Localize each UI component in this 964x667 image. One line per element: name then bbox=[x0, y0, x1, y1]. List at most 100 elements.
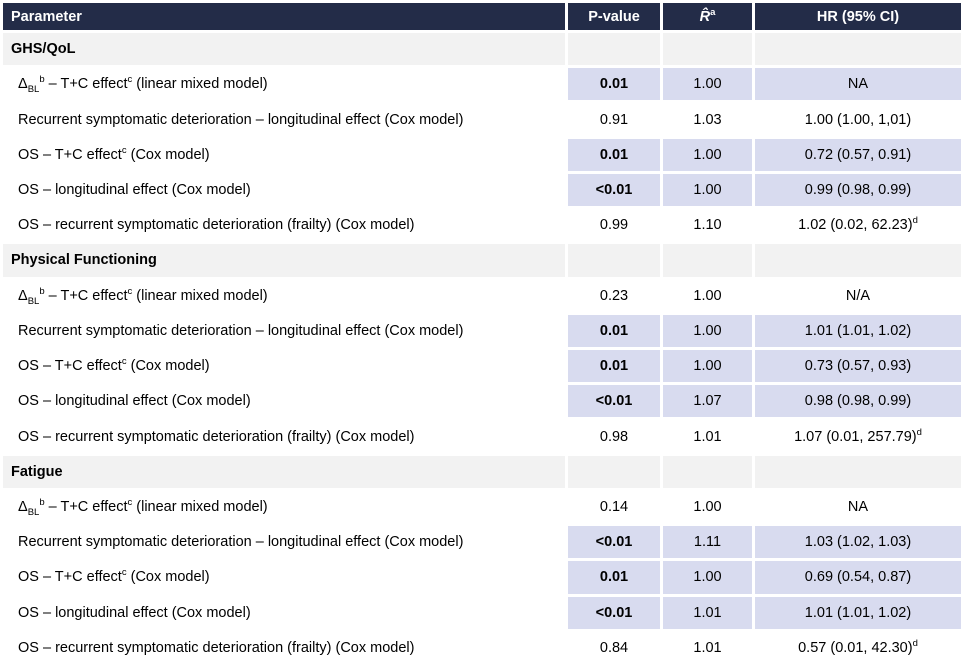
text-segment: NA bbox=[847, 76, 869, 93]
text-segment: BL bbox=[27, 506, 40, 518]
table-row: ΔBLb – T+C effectc (linear mixed model) 0… bbox=[3, 490, 961, 524]
text-segment: c bbox=[127, 74, 133, 86]
text-segment: d bbox=[912, 638, 918, 650]
parameter-cell: OS – recurrent symptomatic deterioration… bbox=[3, 209, 565, 242]
parameter-cell: OS – longitudinal effect (Cox model) bbox=[3, 596, 565, 629]
p-value-cell: 0.01 bbox=[568, 349, 660, 383]
table-row: OS – recurrent symptomatic deterioration… bbox=[3, 209, 961, 242]
p-value-cell: 0.84 bbox=[568, 631, 660, 664]
text-segment: 1.01 (1.01, 1.02) bbox=[804, 322, 912, 339]
text-segment: 0.99 (0.98, 0.99) bbox=[804, 181, 912, 198]
text-segment: Δ bbox=[18, 287, 28, 304]
table-row: ΔBLb – T+C effectc (linear mixed model) 0… bbox=[3, 279, 961, 312]
rhat-cell: 1.00 bbox=[663, 561, 752, 594]
text-segment: 1.03 (1.02, 1.03) bbox=[804, 534, 912, 551]
parameter-cell: ΔBLb – T+C effectc (linear mixed model) bbox=[3, 279, 565, 312]
parameter-cell: OS – T+C effectc (Cox model) bbox=[3, 349, 565, 383]
parameter-cell: OS – T+C effectc (Cox model) bbox=[3, 138, 565, 171]
text-segment: (linear mixed model) bbox=[132, 76, 268, 93]
p-value-cell: 0.99 bbox=[568, 209, 660, 242]
text-segment: Parameter bbox=[11, 8, 82, 25]
section-empty-cell bbox=[755, 244, 961, 277]
rhat-cell: 1.01 bbox=[663, 596, 752, 629]
text-segment: c bbox=[121, 356, 127, 368]
text-segment: Δ bbox=[18, 76, 28, 93]
table-row: OS – longitudinal effect (Cox model) <0.0… bbox=[3, 385, 961, 418]
col-rhat: R̂a bbox=[663, 3, 752, 30]
rhat-cell: 1.00 bbox=[663, 349, 752, 383]
table-row: Recurrent symptomatic deterioration – lo… bbox=[3, 526, 961, 559]
section-header-row: Fatigue bbox=[3, 455, 961, 488]
section-empty-cell bbox=[663, 455, 752, 488]
text-segment: OS – recurrent symptomatic deterioration… bbox=[18, 428, 415, 445]
text-segment: R̂ bbox=[699, 8, 711, 25]
section-empty-cell bbox=[568, 33, 660, 66]
text-segment: c bbox=[127, 497, 133, 509]
hr-ci-cell: 0.57 (0.01, 42.30)d bbox=[755, 631, 961, 664]
hr-ci-cell: N/A bbox=[755, 279, 961, 312]
text-segment: BL bbox=[27, 84, 40, 96]
text-segment: (Cox model) bbox=[126, 569, 210, 586]
text-segment: c bbox=[127, 285, 133, 297]
p-value-cell: 0.14 bbox=[568, 490, 660, 524]
text-segment: 0.98 (0.98, 0.99) bbox=[804, 393, 912, 410]
text-segment: OS – recurrent symptomatic deterioration… bbox=[18, 217, 415, 234]
text-segment: c bbox=[121, 567, 127, 579]
text-segment: Recurrent symptomatic deterioration – lo… bbox=[18, 534, 464, 551]
hr-ci-cell: 0.99 (0.98, 0.99) bbox=[755, 173, 961, 207]
text-segment: 1.01 (1.01, 1.02) bbox=[804, 604, 912, 621]
header-row: Parameter P-value R̂a HR (95% CI) bbox=[3, 3, 961, 30]
hr-ci-cell: 1.00 (1.00, 1,01) bbox=[755, 103, 961, 136]
text-segment: (Cox model) bbox=[126, 146, 210, 163]
text-segment: OS – longitudinal effect (Cox model) bbox=[18, 393, 251, 410]
text-segment: c bbox=[121, 144, 127, 156]
parameter-cell: Recurrent symptomatic deterioration – lo… bbox=[3, 526, 565, 559]
parameter-cell: Recurrent symptomatic deterioration – lo… bbox=[3, 103, 565, 136]
hr-ci-cell: 1.03 (1.02, 1.03) bbox=[755, 526, 961, 559]
text-segment: 0.73 (0.57, 0.93) bbox=[804, 358, 912, 375]
text-segment: b bbox=[39, 285, 45, 297]
text-segment: 1.07 (0.01, 257.79) bbox=[794, 428, 917, 445]
text-segment: b bbox=[39, 74, 45, 86]
p-value-cell: <0.01 bbox=[568, 173, 660, 207]
text-segment: N/A bbox=[845, 287, 871, 304]
parameter-cell: OS – longitudinal effect (Cox model) bbox=[3, 173, 565, 207]
text-segment: 1.00 (1.00, 1,01) bbox=[804, 111, 912, 128]
text-segment: Recurrent symptomatic deterioration – lo… bbox=[18, 111, 464, 128]
text-segment: 0.72 (0.57, 0.91) bbox=[804, 146, 912, 163]
table-row: OS – longitudinal effect (Cox model) <0.0… bbox=[3, 173, 961, 207]
p-value-cell: 0.01 bbox=[568, 314, 660, 347]
rhat-cell: 1.00 bbox=[663, 138, 752, 171]
table-body: GHS/QoL ΔBLb – T+C effectc (linear mixed … bbox=[3, 33, 961, 664]
text-segment: 1.02 (0.02, 62.23) bbox=[798, 217, 913, 234]
rhat-cell: 1.00 bbox=[663, 279, 752, 312]
hr-ci-cell: 1.02 (0.02, 62.23)d bbox=[755, 209, 961, 242]
section-empty-cell bbox=[663, 33, 752, 66]
table-row: OS – longitudinal effect (Cox model) <0.0… bbox=[3, 596, 961, 629]
table-row: Recurrent symptomatic deterioration – lo… bbox=[3, 103, 961, 136]
hr-ci-cell: 0.72 (0.57, 0.91) bbox=[755, 138, 961, 171]
col-parameter: Parameter bbox=[3, 3, 565, 30]
parameter-cell: OS – recurrent symptomatic deterioration… bbox=[3, 631, 565, 664]
p-value-cell: 0.91 bbox=[568, 103, 660, 136]
text-segment: – T+C effect bbox=[44, 287, 128, 304]
hr-ci-cell: 0.73 (0.57, 0.93) bbox=[755, 349, 961, 383]
p-value-cell: 0.01 bbox=[568, 561, 660, 594]
text-segment: P-value bbox=[588, 8, 640, 25]
parameter-cell: OS – T+C effectc (Cox model) bbox=[3, 561, 565, 594]
p-value-cell: 0.01 bbox=[568, 68, 660, 101]
p-value-cell: 0.01 bbox=[568, 138, 660, 171]
col-hr: HR (95% CI) bbox=[755, 3, 961, 30]
text-segment: OS – recurrent symptomatic deterioration… bbox=[18, 639, 415, 656]
text-segment: (linear mixed model) bbox=[132, 287, 268, 304]
section-empty-cell bbox=[663, 244, 752, 277]
text-segment: OS – longitudinal effect (Cox model) bbox=[18, 604, 251, 621]
parameter-cell: OS – recurrent symptomatic deterioration… bbox=[3, 420, 565, 453]
table-row: OS – T+C effectc (Cox model) 0.01 1.00 0.72… bbox=[3, 138, 961, 171]
text-segment: OS – T+C effect bbox=[18, 569, 122, 586]
hr-ci-cell: 1.07 (0.01, 257.79)d bbox=[755, 420, 961, 453]
text-segment: 0.69 (0.54, 0.87) bbox=[804, 569, 912, 586]
parameter-cell: ΔBLb – T+C effectc (linear mixed model) bbox=[3, 490, 565, 524]
